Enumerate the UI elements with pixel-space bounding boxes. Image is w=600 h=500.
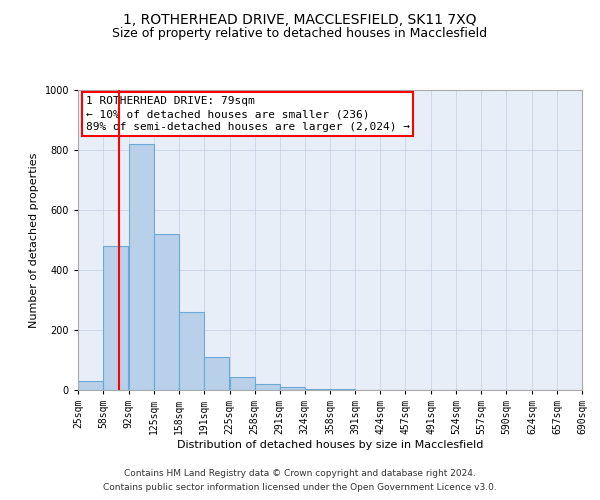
Bar [78, 381, 103, 390]
Text: Contains public sector information licensed under the Open Government Licence v3: Contains public sector information licen… [103, 484, 497, 492]
Bar [204, 357, 229, 390]
Text: 1, ROTHERHEAD DRIVE, MACCLESFIELD, SK11 7XQ: 1, ROTHERHEAD DRIVE, MACCLESFIELD, SK11 … [123, 12, 477, 26]
Bar [254, 384, 280, 390]
X-axis label: Distribution of detached houses by size in Macclesfield: Distribution of detached houses by size … [177, 440, 483, 450]
Bar [154, 234, 179, 390]
Text: Size of property relative to detached houses in Macclesfield: Size of property relative to detached ho… [112, 28, 488, 40]
Bar [230, 376, 254, 390]
Bar [179, 312, 204, 390]
Text: 1 ROTHERHEAD DRIVE: 79sqm
← 10% of detached houses are smaller (236)
89% of semi: 1 ROTHERHEAD DRIVE: 79sqm ← 10% of detac… [86, 96, 410, 132]
Bar [280, 387, 305, 390]
Y-axis label: Number of detached properties: Number of detached properties [29, 152, 39, 328]
Bar [305, 388, 329, 390]
Bar [129, 144, 154, 390]
Bar [103, 246, 128, 390]
Text: Contains HM Land Registry data © Crown copyright and database right 2024.: Contains HM Land Registry data © Crown c… [124, 468, 476, 477]
